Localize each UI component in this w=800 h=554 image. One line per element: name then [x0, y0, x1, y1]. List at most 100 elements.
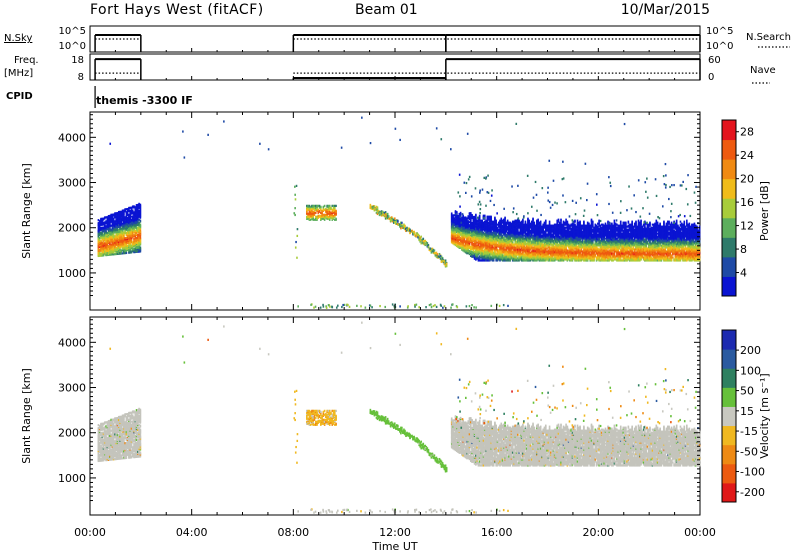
station-title: Fort Hays West (fitACF) [90, 2, 264, 18]
power-cell [369, 203, 372, 207]
power-cell [308, 210, 311, 213]
power-cell [548, 222, 551, 225]
power-cell [106, 228, 109, 231]
power-cell [491, 250, 494, 253]
power-cell [133, 248, 135, 251]
power-cell [453, 217, 456, 220]
power-cell [407, 228, 409, 231]
power-cell [542, 228, 545, 231]
power-cell [482, 236, 485, 239]
power-cell [489, 248, 491, 251]
power-cell [371, 207, 374, 211]
power-cell [322, 215, 325, 218]
power-cell [318, 214, 321, 217]
power-cell [380, 213, 383, 216]
power-cell [453, 237, 456, 240]
power-cell [425, 240, 428, 244]
power-cell [477, 250, 480, 253]
power-cell [471, 245, 473, 249]
power-cell [328, 212, 331, 215]
power-cell [106, 234, 109, 237]
power-cell [489, 215, 491, 218]
power-cell [120, 230, 123, 233]
power-cell [458, 212, 461, 216]
power-cell [373, 205, 376, 208]
power-cell [128, 248, 130, 251]
power-cell [375, 211, 378, 214]
power-cell [444, 262, 447, 266]
power-cell [468, 224, 471, 227]
power-cell [296, 234, 299, 238]
power-cell [370, 207, 373, 210]
power-cell [450, 230, 453, 233]
power-cell [485, 225, 487, 228]
power-cell [330, 211, 332, 214]
power-cell [402, 226, 404, 229]
nsky-tick-bottom: 10^0 [59, 41, 86, 52]
power-cell [101, 252, 104, 255]
power-cell [314, 217, 317, 220]
nave-tick-bottom: 0 [708, 72, 714, 83]
power-cell [332, 216, 335, 219]
power-cell [370, 205, 373, 209]
power-cell [454, 218, 457, 221]
power-cell [527, 217, 529, 220]
power-cell [129, 242, 131, 245]
power-cell [483, 242, 486, 245]
power-cell [326, 217, 328, 220]
power-cell [98, 248, 101, 251]
power-cell [418, 234, 420, 237]
power-cell [119, 210, 121, 213]
power-cell [115, 234, 118, 237]
power-cell [429, 249, 432, 252]
power-cell [466, 243, 468, 246]
power-cell [406, 229, 408, 232]
power-cell [134, 208, 137, 211]
power-cell [114, 212, 116, 215]
power-cell [115, 215, 118, 218]
power-cell [111, 238, 114, 241]
power-cell [119, 245, 121, 248]
power-cell [106, 239, 109, 243]
power-cell [107, 221, 110, 225]
power-cell [112, 242, 115, 245]
power-cell [472, 228, 475, 232]
power-cell [311, 212, 313, 215]
power-cell [450, 212, 453, 215]
power-cell [472, 238, 475, 241]
power-cell [123, 216, 125, 219]
power-cell [442, 259, 445, 263]
power-cell [320, 205, 322, 208]
power-cell [384, 217, 387, 220]
power-cell [560, 221, 562, 224]
power-cell [334, 206, 336, 209]
power-cell [116, 250, 119, 254]
power-cell [307, 212, 309, 215]
power-cell [134, 236, 137, 240]
power-cell [111, 228, 114, 231]
power-cell [106, 251, 109, 255]
power-cell [328, 208, 331, 211]
power-cell [457, 222, 459, 226]
power-cell [124, 216, 126, 219]
power-cell [106, 216, 109, 219]
power-cell [109, 247, 111, 250]
power-cell [462, 246, 464, 249]
power-cell [478, 228, 481, 231]
power-cell [128, 213, 130, 217]
power-cell [478, 221, 481, 224]
power-cell [432, 250, 435, 253]
power-cell [469, 226, 472, 229]
power-cell [412, 232, 414, 235]
power-cell [396, 222, 398, 225]
power-cell [432, 248, 435, 252]
power-cell [105, 225, 107, 228]
power-cell [566, 220, 569, 223]
power-cell [102, 217, 105, 220]
power-cell [454, 214, 457, 217]
power-cell [105, 234, 107, 237]
power-cell [115, 228, 118, 231]
power-cell [565, 218, 567, 221]
power-cell [133, 218, 135, 221]
power-cell [422, 242, 425, 245]
